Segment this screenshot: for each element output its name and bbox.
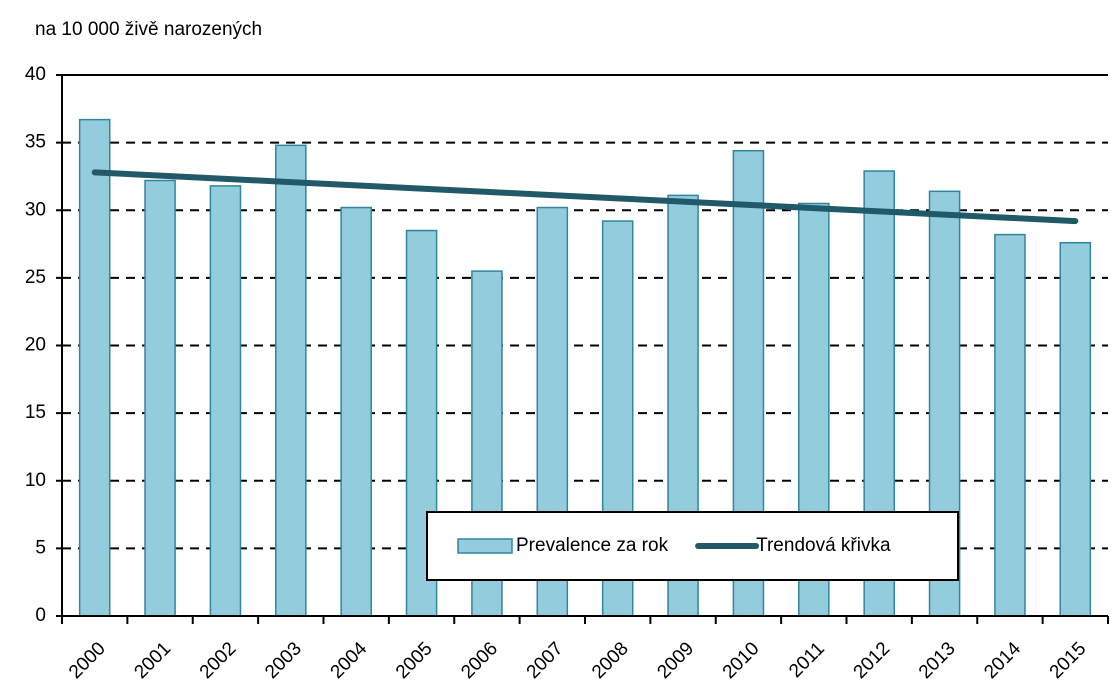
- bar: [994, 233, 1026, 617]
- x-tick-label: 2008: [588, 638, 633, 683]
- y-tick-label: 20: [25, 335, 46, 356]
- legend-label: Prevalence za rok: [516, 535, 669, 556]
- bar: [405, 229, 438, 617]
- trend-line: [91, 169, 1079, 225]
- bar: [275, 144, 307, 617]
- bar: [144, 179, 176, 617]
- x-tick-label: 2004: [327, 638, 372, 683]
- x-tick-label: 2003: [261, 638, 306, 683]
- x-tick-label: 2012: [850, 638, 895, 683]
- x-tick-label: 2015: [1046, 638, 1091, 683]
- y-tick-label: 35: [25, 132, 46, 153]
- x-tick-label: 2010: [719, 638, 764, 683]
- y-axis-label: na 10 000 živě narozených: [35, 19, 262, 40]
- legend-label: Trendová křivka: [756, 535, 891, 556]
- x-tick-label: 2011: [785, 638, 829, 682]
- x-tick-label: 2001: [130, 638, 175, 683]
- bar: [1059, 241, 1092, 617]
- bar: [78, 118, 111, 617]
- x-tick-label: 2013: [915, 638, 960, 683]
- y-tick-label: 10: [25, 470, 46, 491]
- x-tick-label: 2007: [523, 638, 568, 683]
- y-tick-label: 30: [25, 199, 46, 220]
- x-tick-label: 2000: [65, 638, 110, 683]
- x-tick-label: 2005: [392, 638, 437, 683]
- legend-box: [426, 511, 959, 581]
- x-tick-label: 2006: [457, 638, 502, 683]
- legend: Prevalence za rok Trendová křivka: [426, 511, 959, 581]
- bar: [340, 206, 372, 617]
- y-tick-label: 15: [25, 402, 46, 423]
- y-tick-label: 0: [35, 605, 46, 626]
- x-tick-label: 2002: [196, 638, 241, 683]
- legend-swatch: [457, 538, 513, 554]
- bar: [209, 185, 242, 617]
- x-tick-label: 2014: [980, 638, 1025, 683]
- x-tick-label: 2009: [653, 638, 698, 683]
- y-tick-label: 25: [25, 267, 46, 288]
- plot-frame: [61, 74, 1108, 617]
- y-tick-label: 40: [25, 64, 46, 85]
- y-tick-label: 5: [35, 537, 46, 558]
